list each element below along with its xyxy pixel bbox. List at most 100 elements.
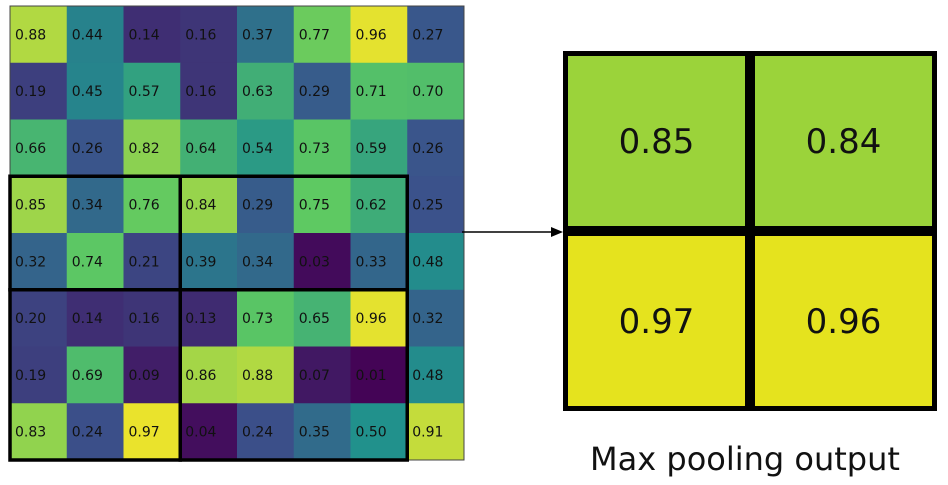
input-cell	[237, 289, 295, 347]
input-cell	[293, 289, 351, 347]
arrow	[462, 227, 563, 237]
input-cell-value: 0.73	[242, 311, 273, 327]
input-cell-value: 0.13	[185, 311, 216, 327]
input-cell-value: 0.62	[356, 198, 387, 214]
input-cell	[66, 289, 124, 347]
input-cell-value: 0.45	[72, 84, 103, 100]
input-cell-value: 0.91	[412, 425, 443, 441]
pooling-window	[178, 288, 409, 462]
input-cell	[237, 6, 295, 64]
input-cell	[10, 233, 68, 291]
input-cell	[123, 346, 181, 404]
input-cell	[180, 62, 238, 120]
input-cell-value: 0.14	[72, 311, 103, 327]
input-cell-value: 0.73	[299, 141, 330, 157]
input-cell	[66, 119, 124, 177]
input-cell-value: 0.24	[72, 425, 103, 441]
input-cell	[293, 6, 351, 64]
input-cell-value: 0.63	[242, 84, 273, 100]
input-cell-value: 0.86	[185, 368, 216, 384]
input-cell	[350, 403, 408, 461]
input-cell	[237, 346, 295, 404]
input-cell-value: 0.14	[129, 27, 160, 43]
input-cell	[180, 403, 238, 461]
input-cell	[123, 233, 181, 291]
input-cell-value: 0.03	[299, 254, 330, 270]
input-cell	[180, 289, 238, 347]
input-cell	[123, 403, 181, 461]
input-cell-value: 0.48	[412, 254, 443, 270]
input-cell	[10, 176, 68, 234]
output-cell-value: 0.96	[806, 302, 882, 342]
input-cell	[123, 62, 181, 120]
input-cell	[123, 176, 181, 234]
input-cell-value: 0.26	[412, 141, 443, 157]
input-cell-value: 0.19	[15, 84, 46, 100]
input-cell	[293, 119, 351, 177]
caption: Max pooling output	[590, 440, 900, 478]
input-cell-value: 0.96	[356, 311, 387, 327]
input-cell-value: 0.76	[129, 198, 160, 214]
input-cell	[180, 119, 238, 177]
output-cell	[755, 56, 932, 226]
input-cell-value: 0.16	[185, 27, 216, 43]
input-cell-value: 0.88	[15, 27, 46, 43]
output-cell	[568, 56, 745, 226]
output-cell-value: 0.85	[619, 122, 695, 162]
input-cell	[350, 233, 408, 291]
input-cell-value: 0.01	[356, 368, 387, 384]
input-cell-value: 0.16	[185, 84, 216, 100]
input-cell	[123, 119, 181, 177]
output-cell	[755, 236, 932, 406]
input-cell	[180, 176, 238, 234]
input-cell	[350, 176, 408, 234]
input-cell	[407, 176, 465, 234]
input-cell	[293, 233, 351, 291]
input-cell	[350, 62, 408, 120]
input-cell-value: 0.84	[185, 198, 216, 214]
input-cell	[66, 346, 124, 404]
input-cell	[180, 233, 238, 291]
input-cell	[237, 403, 295, 461]
input-cell	[180, 346, 238, 404]
input-cell	[66, 6, 124, 64]
input-cell	[66, 176, 124, 234]
input-cell-value: 0.77	[299, 27, 330, 43]
input-cell-value: 0.65	[299, 311, 330, 327]
input-cell-value: 0.70	[412, 84, 443, 100]
input-cell	[237, 233, 295, 291]
input-cell-value: 0.71	[356, 84, 387, 100]
input-cell-value: 0.54	[242, 141, 273, 157]
input-cell	[10, 119, 68, 177]
input-cell-value: 0.16	[129, 311, 160, 327]
input-cell-value: 0.04	[185, 425, 216, 441]
input-cell-value: 0.09	[129, 368, 160, 384]
input-cell-value: 0.44	[72, 27, 103, 43]
input-cell-value: 0.07	[299, 368, 330, 384]
input-cell-value: 0.19	[15, 368, 46, 384]
input-cell-value: 0.29	[299, 84, 330, 100]
input-cell-value: 0.37	[242, 27, 273, 43]
input-cell	[350, 346, 408, 404]
input-grid: 0.88 0.44 0.14 0.16 0.37 0.77 0.96 0.27 0.19 0.45…	[9, 5, 465, 461]
output-grid: 0.85 0.84 0.97 0.96	[563, 51, 937, 411]
input-cell	[180, 6, 238, 64]
pooling-windows	[8, 174, 409, 462]
input-cell	[407, 403, 465, 461]
input-cell	[123, 289, 181, 347]
output-cell-value: 0.84	[806, 122, 882, 162]
input-cell-value: 0.39	[185, 254, 216, 270]
input-cell	[10, 6, 68, 64]
input-cell	[350, 289, 408, 347]
input-cell	[407, 233, 465, 291]
input-cell	[66, 233, 124, 291]
input-cell	[10, 289, 68, 347]
input-cell-value: 0.32	[15, 254, 46, 270]
output-cell-value: 0.97	[619, 302, 695, 342]
input-cell-value: 0.27	[412, 27, 443, 43]
input-cell	[237, 119, 295, 177]
input-cell-value: 0.35	[299, 425, 330, 441]
input-cell	[123, 6, 181, 64]
input-cell-value: 0.59	[356, 141, 387, 157]
